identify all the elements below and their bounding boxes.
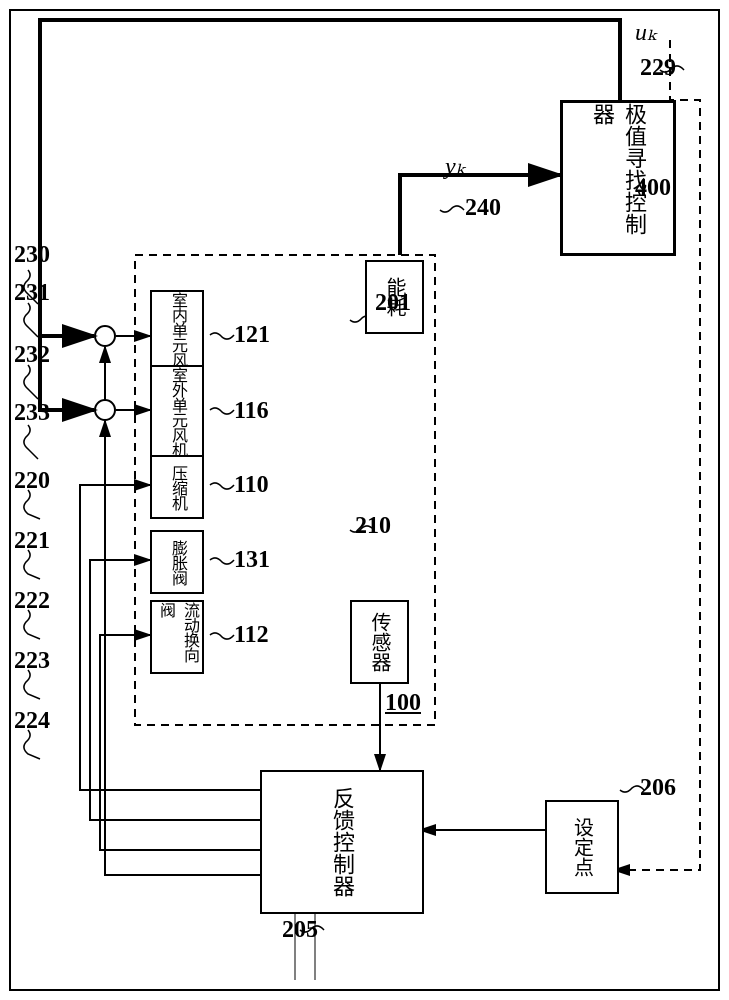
outdoor-fan-text: 室外单元风机 bbox=[165, 367, 189, 457]
ref-230: 230 bbox=[14, 242, 50, 269]
ref-116: 116 bbox=[234, 398, 269, 425]
ref-121: 121 bbox=[234, 322, 270, 349]
setpoint-text: 设定点 bbox=[568, 817, 597, 877]
ref-224: 224 bbox=[14, 708, 50, 735]
ref-206: 206 bbox=[640, 775, 676, 802]
exp-valve-text: 膨胀阀 bbox=[165, 540, 189, 585]
ref-231: 231 bbox=[14, 280, 50, 307]
signal-uk: uₖ bbox=[635, 18, 656, 47]
signal-yk: yₖ bbox=[445, 152, 464, 181]
actuator-outdoor-fan: 室外单元风机 bbox=[150, 365, 204, 459]
setpoint-box: 设定点 bbox=[545, 800, 619, 894]
ref-201: 201 bbox=[375, 290, 411, 317]
ref-233: 233 bbox=[14, 400, 50, 427]
ref-100: 100 bbox=[385, 690, 421, 717]
sensor-text: 传感器 bbox=[365, 612, 394, 672]
ref-240: 240 bbox=[465, 195, 501, 222]
feedback-box: 反馈控制器 bbox=[260, 770, 424, 914]
actuator-flow-valve: 流动换向阀 bbox=[150, 600, 204, 674]
ref-223: 223 bbox=[14, 648, 50, 675]
compressor-text: 压缩机 bbox=[165, 465, 189, 510]
flow-valve-text: 流动换向阀 bbox=[153, 602, 201, 672]
actuator-compressor: 压缩机 bbox=[150, 455, 204, 519]
actuator-exp-valve: 膨胀阀 bbox=[150, 530, 204, 594]
sensor-box: 传感器 bbox=[350, 600, 409, 684]
ref-110: 110 bbox=[234, 472, 269, 499]
ref-400: 400 bbox=[635, 175, 671, 202]
ref-222: 222 bbox=[14, 588, 50, 615]
ref-131: 131 bbox=[234, 547, 270, 574]
ref-220: 220 bbox=[14, 468, 50, 495]
ref-210: 210 bbox=[355, 513, 391, 540]
ref-229: 229 bbox=[640, 55, 676, 82]
ref-221: 221 bbox=[14, 528, 50, 555]
ref-205: 205 bbox=[282, 917, 318, 944]
ref-112: 112 bbox=[234, 622, 269, 649]
ref-232: 232 bbox=[14, 342, 50, 369]
feedback-text: 反馈控制器 bbox=[326, 787, 358, 897]
